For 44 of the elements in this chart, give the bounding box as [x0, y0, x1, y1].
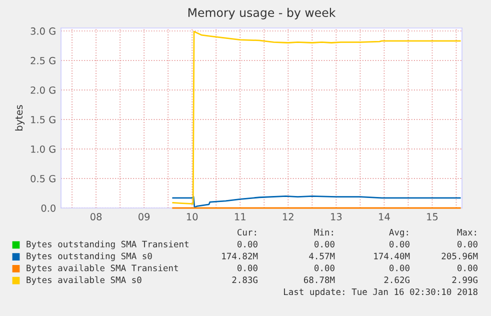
legend-label: Bytes available SMA s0: [26, 276, 142, 285]
x-tick-label: 09: [138, 213, 150, 220]
y-tick-label: 0.0: [41, 204, 56, 212]
text: 2.99G: [452, 276, 478, 284]
text: 174.40M: [374, 252, 410, 260]
text: 4.57M: [309, 252, 335, 260]
line-series: [172, 30, 461, 205]
y-tick-label: 2.5 G: [30, 56, 56, 64]
text: Cur:: [238, 228, 256, 236]
legend-label: Bytes available SMA Transient: [26, 264, 178, 273]
text: 205.96M: [442, 252, 478, 260]
text: Max:: [457, 229, 476, 236]
text: 0.00: [238, 240, 258, 248]
x-tick-label: 11: [235, 213, 246, 220]
text: 0.00: [314, 264, 334, 272]
text: 2.83G: [232, 276, 258, 284]
y-tick-label: 3.0 G: [30, 27, 56, 35]
x-tick-label: 14: [379, 213, 390, 220]
legend-label: Bytes outstanding SMA Transient: [26, 240, 188, 250]
y-tick-label: 1.0 G: [31, 145, 56, 153]
text: 0.00: [458, 240, 478, 248]
text: 0.00: [458, 264, 478, 272]
x-tick-label: 15: [427, 213, 438, 220]
text: Avg:: [389, 229, 408, 238]
x-tick-label: 13: [331, 213, 342, 220]
chart-title: Memory usage - by week: [188, 8, 336, 20]
line-series: [172, 196, 461, 208]
text: Last update: Tue Jan 16 02:30:10 2018: [284, 288, 478, 297]
text: 174.82M: [222, 252, 258, 260]
text: 0.00: [390, 240, 410, 248]
x-tick-label: 08: [90, 213, 102, 220]
y-tick-label: 1.5 G: [31, 116, 56, 124]
y-tick-label: 2.0 G: [30, 86, 56, 94]
legend-label: Bytes outstanding SMA s0: [26, 252, 152, 262]
x-tick-label: 10: [186, 213, 198, 220]
text: Min:: [314, 228, 333, 236]
text: 0.00: [238, 264, 258, 272]
text: 2.62G: [384, 276, 410, 284]
y-tick-label: 0.5 G: [30, 174, 56, 182]
text: 0.00: [314, 240, 334, 248]
text: 68.78M: [304, 276, 335, 284]
text: 0.00: [390, 264, 410, 272]
y-axis-title: bytes: [15, 105, 24, 131]
x-tick-label: 12: [283, 213, 294, 220]
